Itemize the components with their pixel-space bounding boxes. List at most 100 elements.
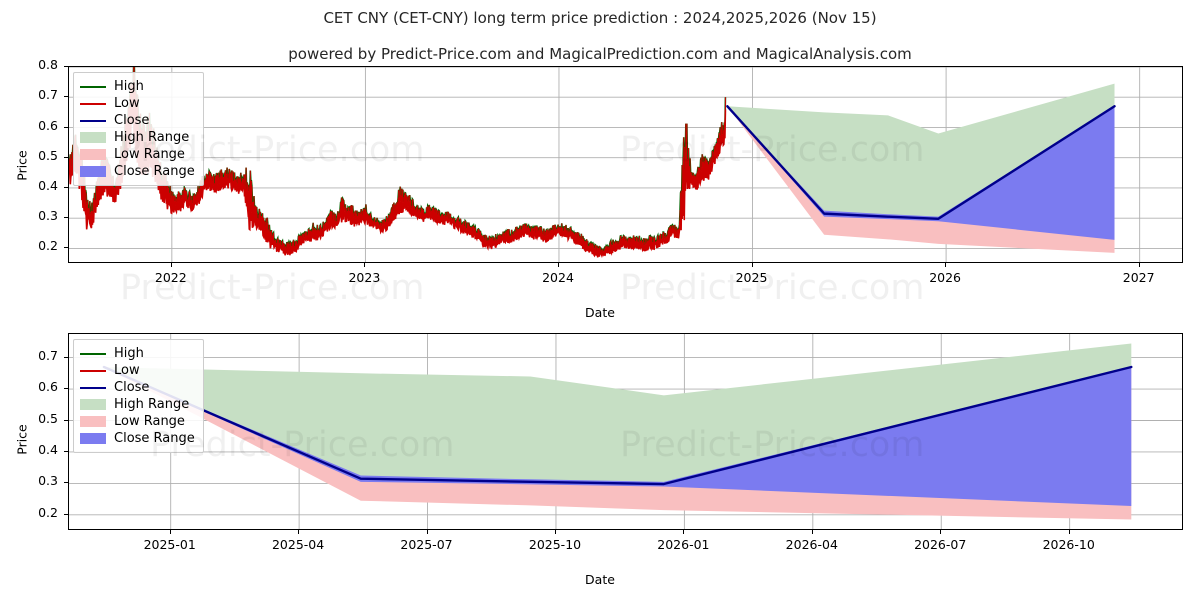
legend-line-swatch-icon xyxy=(80,369,106,372)
y-tick-label: 0.6 xyxy=(38,117,58,133)
legend-patch-swatch-icon xyxy=(80,132,106,143)
top-legend-item-high-range: High Range xyxy=(80,129,195,146)
top-plot-area xyxy=(68,66,1183,263)
y-tick-label: 0.7 xyxy=(38,347,58,363)
x-tick-mark xyxy=(169,530,171,534)
x-tick-label: 2025 xyxy=(735,270,768,285)
bottom-plot-svg xyxy=(69,334,1182,529)
y-tick-label: 0.3 xyxy=(38,208,58,224)
legend-label: Close xyxy=(114,113,150,128)
y-tick-label: 0.5 xyxy=(38,410,58,426)
top-legend-item-low-range: Low Range xyxy=(80,146,195,163)
legend-label: High Range xyxy=(114,397,190,412)
y-tick-label: 0.7 xyxy=(38,87,58,103)
x-tick-label: 2022 xyxy=(154,270,187,285)
x-tick-label: 2024 xyxy=(542,270,574,285)
x-tick-mark xyxy=(811,530,813,534)
legend-label: Close xyxy=(114,380,150,395)
x-tick-mark xyxy=(751,263,753,267)
x-tick-mark xyxy=(945,263,947,267)
y-tick-mark xyxy=(64,96,68,98)
y-tick-mark xyxy=(64,482,68,484)
legend-patch-swatch-icon xyxy=(80,149,106,160)
top-legend-item-low: Low xyxy=(80,95,195,112)
y-tick-mark xyxy=(64,126,68,128)
x-tick-label: 2023 xyxy=(348,270,381,285)
legend-patch-swatch-icon xyxy=(80,399,106,410)
legend-label: Low Range xyxy=(114,147,185,162)
legend-patch-swatch-icon xyxy=(80,433,106,444)
x-tick-label: 2027 xyxy=(1122,270,1155,285)
legend-patch-swatch-icon xyxy=(80,166,106,177)
bottom-legend-item-high: High xyxy=(80,345,195,362)
legend-label: Close Range xyxy=(114,431,195,446)
top-legend: High Low Close High Range Low Range Close Ran… xyxy=(73,72,204,186)
legend-label: High xyxy=(114,346,144,361)
x-tick-label: 2026-07 xyxy=(914,537,967,552)
y-tick-mark xyxy=(64,450,68,452)
y-tick-label: 0.4 xyxy=(38,441,58,457)
x-tick-mark xyxy=(426,530,428,534)
top-chart-panel: Price Date 0.2 0.3 0.4 0.5 0.6 0.7 0.8 2022 2023… xyxy=(15,57,1183,320)
bottom-plot-area xyxy=(68,333,1183,530)
legend-label: High xyxy=(114,79,144,94)
legend-label: Low Range xyxy=(114,414,185,429)
bottom-legend: High Low Close High Range Low Range Close Ran… xyxy=(73,339,204,453)
x-tick-label: 2026-01 xyxy=(657,537,710,552)
y-tick-mark xyxy=(64,66,68,67)
legend-line-swatch-icon xyxy=(80,119,106,122)
x-tick-label: 2026 xyxy=(929,270,961,285)
x-tick-label: 2026-10 xyxy=(1042,537,1095,552)
bottom-legend-item-close-range: Close Range xyxy=(80,430,195,447)
y-tick-mark xyxy=(64,217,68,219)
x-tick-label: 2025-04 xyxy=(271,537,325,552)
y-tick-label: 0.6 xyxy=(38,379,58,394)
legend-label: Low xyxy=(114,363,140,378)
y-tick-mark xyxy=(64,419,68,421)
x-tick-label: 2026-04 xyxy=(785,537,838,552)
bottom-x-axis-label: Date xyxy=(585,572,615,587)
y-tick-mark xyxy=(64,247,68,249)
legend-line-swatch-icon xyxy=(80,85,106,88)
legend-line-swatch-icon xyxy=(80,386,106,389)
legend-line-swatch-icon xyxy=(80,352,106,355)
legend-label: High Range xyxy=(114,130,190,145)
x-tick-mark xyxy=(1068,530,1070,534)
y-tick-label: 0.5 xyxy=(38,147,58,163)
page-subtitle: powered by Predict-Price.com and Magical… xyxy=(288,45,912,63)
top-legend-item-close: Close xyxy=(80,112,195,129)
y-tick-label: 0.2 xyxy=(38,238,58,254)
page-title: CET CNY (CET-CNY) long term price predic… xyxy=(323,9,877,27)
legend-patch-swatch-icon xyxy=(80,416,106,427)
y-tick-mark xyxy=(64,186,68,188)
y-tick-mark xyxy=(64,513,68,515)
top-legend-item-close-range: Close Range xyxy=(80,163,195,180)
y-tick-label: 0.8 xyxy=(38,57,58,72)
x-tick-mark xyxy=(558,263,559,267)
y-tick-mark xyxy=(64,156,68,158)
x-tick-label: 2025-10 xyxy=(528,537,582,552)
y-tick-label: 0.3 xyxy=(38,473,58,489)
x-tick-label: 2025-07 xyxy=(400,537,453,552)
bottom-legend-item-close: Close xyxy=(80,379,195,396)
bottom-legend-item-high-range: High Range xyxy=(80,396,195,413)
x-tick-mark xyxy=(940,530,942,534)
x-tick-mark xyxy=(364,263,366,267)
x-tick-mark xyxy=(170,263,172,267)
x-tick-mark xyxy=(1138,263,1140,267)
top-x-axis-label: Date xyxy=(585,305,615,320)
legend-label: Low xyxy=(114,96,140,111)
bottom-legend-item-low: Low xyxy=(80,362,195,379)
y-tick-mark xyxy=(64,356,68,358)
y-tick-label: 0.4 xyxy=(38,177,58,193)
y-tick-label: 0.2 xyxy=(38,504,58,520)
y-tick-mark xyxy=(64,388,68,389)
top-legend-item-high: High xyxy=(80,78,195,95)
x-tick-mark xyxy=(298,530,300,534)
legend-line-swatch-icon xyxy=(80,102,106,105)
x-tick-label: 2025-01 xyxy=(143,537,196,552)
bottom-legend-item-low-range: Low Range xyxy=(80,413,195,430)
x-tick-mark xyxy=(683,530,685,534)
